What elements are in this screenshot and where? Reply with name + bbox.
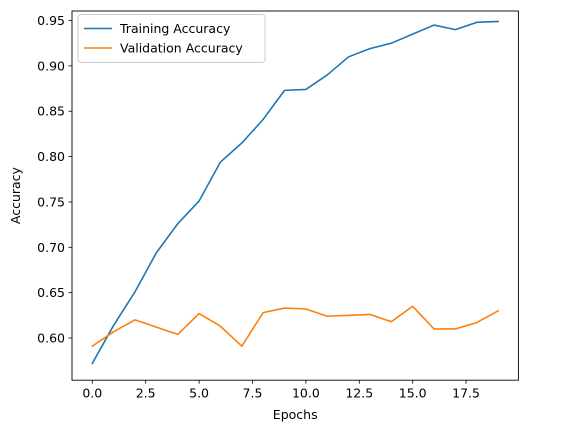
y-axis-title: Accuracy <box>8 166 23 224</box>
series-line-1 <box>91 305 500 348</box>
x-tick-label: 12.5 <box>345 386 373 401</box>
x-tick-label: 10.0 <box>292 386 320 401</box>
y-tick-label: 0.70 <box>37 240 65 255</box>
legend-label-0: Training Accuracy <box>119 21 231 36</box>
legend: Training Accuracy Validation Accuracy <box>77 14 266 63</box>
plot-lines <box>91 20 500 365</box>
legend-label-1: Validation Accuracy <box>120 41 243 56</box>
plot-frame <box>71 10 519 381</box>
legend-box <box>77 14 266 63</box>
y-tick-label: 0.80 <box>37 149 65 164</box>
x-axis: 0.0 2.5 5.0 7.5 10.0 12.5 15.0 17.5 <box>82 380 480 401</box>
x-tick-label: 17.5 <box>452 386 480 401</box>
x-axis-title: Epochs <box>273 407 318 422</box>
y-tick-label: 0.90 <box>37 58 65 73</box>
x-tick-label: 5.0 <box>189 386 209 401</box>
x-tick-label: 7.5 <box>243 386 263 401</box>
y-tick-label: 0.60 <box>37 331 65 346</box>
y-tick-label: 0.65 <box>37 285 65 300</box>
x-tick-label: 15.0 <box>399 386 427 401</box>
x-tick-label: 2.5 <box>136 386 156 401</box>
y-tick-label: 0.85 <box>37 104 65 119</box>
series-line-0 <box>91 20 499 365</box>
y-axis: 0.60 0.65 0.70 0.75 0.80 0.85 0.90 0.95 <box>37 13 72 346</box>
y-tick-label: 0.75 <box>37 194 65 209</box>
y-tick-label: 0.95 <box>37 13 65 28</box>
x-tick-label: 0.0 <box>82 386 102 401</box>
